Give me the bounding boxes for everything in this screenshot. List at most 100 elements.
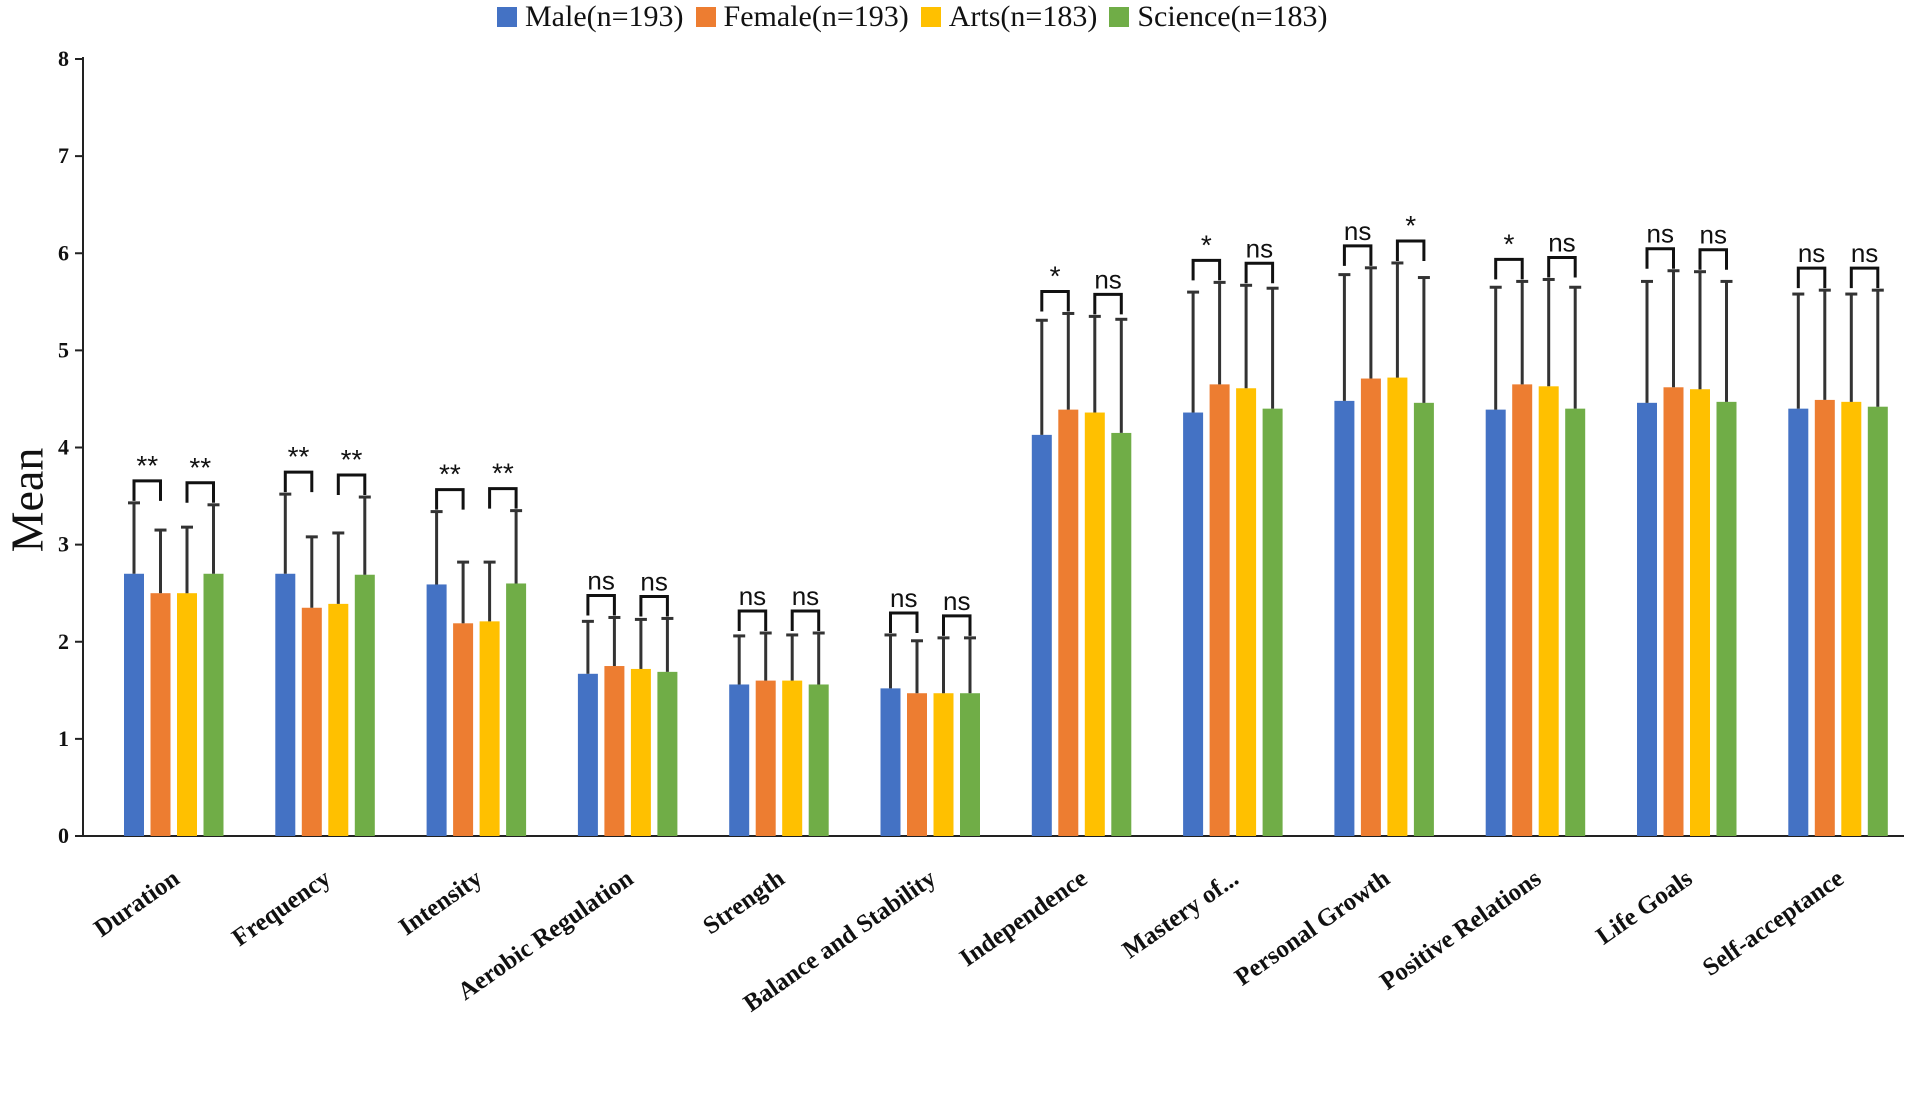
significance-bracket: [1395, 239, 1426, 261]
bar-arts-life-goals: [1690, 389, 1710, 836]
significance-bracket: [639, 594, 669, 617]
legend-swatch-male: [497, 7, 517, 27]
bar-science-intensity: [506, 583, 527, 836]
bar-science-frequency: [354, 574, 375, 836]
bar-arts-aerobic-regulation: [630, 668, 651, 836]
significance-bracket: [1191, 258, 1222, 281]
y-tick-label: 6: [58, 240, 69, 265]
significance-bracket: [1494, 257, 1524, 280]
legend: Male(n=193) Female(n=193) Arts(n=183) Sc…: [497, 0, 1328, 34]
bar-male-intensity: [426, 584, 447, 836]
significance-bracket: [889, 611, 919, 633]
significance-bracket: [283, 470, 314, 493]
bar-male-self-acceptance: [1788, 408, 1809, 836]
y-tick-label: 4: [58, 435, 69, 460]
significance-label: *: [1503, 228, 1514, 259]
significance-label: ns: [1647, 219, 1674, 249]
bar-female-life-goals: [1663, 387, 1684, 836]
bar-science-strength: [808, 684, 829, 836]
y-tick-label: 5: [58, 337, 69, 362]
bar-science-independence: [1111, 432, 1132, 836]
bar-male-balance-and-stability: [880, 688, 901, 836]
y-tick-label: 0: [58, 823, 69, 848]
bar-arts-balance-and-stability: [933, 693, 954, 836]
x-tick-label-intensity: Intensity: [394, 865, 487, 942]
legend-item-science[interactable]: Science(n=183): [1109, 0, 1328, 34]
significance-bracket: [336, 473, 367, 496]
significance-label: *: [1201, 229, 1212, 260]
x-tick-label-self-acceptance: Self-acceptance: [1698, 865, 1849, 982]
bar-female-intensity: [453, 623, 474, 836]
y-tick-label: 1: [58, 726, 69, 751]
legend-label-female: Female(n=193): [723, 0, 909, 33]
bar-female-strength: [755, 680, 776, 836]
significance-label: ns: [1548, 227, 1575, 257]
bar-male-frequency: [275, 573, 296, 836]
legend-item-female[interactable]: Female(n=193): [695, 0, 909, 34]
significance-label: **: [492, 458, 514, 489]
bar-male-strength: [729, 684, 750, 836]
x-tick-label-strength: Strength: [698, 865, 789, 940]
significance-label: **: [136, 450, 158, 481]
legend-item-male[interactable]: Male(n=193): [497, 0, 684, 34]
bar-female-independence: [1058, 409, 1079, 836]
bar-arts-frequency: [328, 603, 349, 836]
significance-label: ns: [792, 581, 819, 611]
significance-bracket: [1645, 247, 1675, 269]
y-tick-label: 8: [58, 46, 69, 71]
significance-bracket: [132, 479, 162, 501]
significance-label: ns: [739, 581, 766, 611]
bar-science-mastery-of: [1262, 408, 1283, 836]
y-tick-label: 7: [58, 143, 69, 168]
bar-arts-strength: [782, 680, 803, 836]
y-tick-label: 2: [58, 629, 69, 654]
bar-male-aerobic-regulation: [577, 673, 598, 836]
bar-male-positive-relations: [1485, 409, 1506, 836]
significance-label: *: [1050, 260, 1061, 291]
significance-label: ns: [890, 583, 917, 613]
bar-female-positive-relations: [1512, 384, 1533, 836]
significance-bracket: [1796, 266, 1827, 289]
bar-female-balance-and-stability: [907, 693, 927, 836]
significance-bracket: [1244, 261, 1275, 284]
bar-female-aerobic-regulation: [604, 666, 625, 836]
x-tick-label-life-goals: Life Goals: [1592, 865, 1698, 951]
bar-science-aerobic-regulation: [657, 671, 678, 836]
significance-label: ns: [640, 566, 667, 596]
x-tick-label-positive-relations: Positive Relations: [1375, 865, 1546, 996]
legend-swatch-female: [695, 7, 716, 27]
significance-label: **: [189, 452, 211, 483]
legend-label-science: Science(n=183): [1137, 0, 1328, 33]
significance-bracket: [1040, 289, 1070, 312]
bar-male-life-goals: [1637, 402, 1657, 836]
bar-female-mastery-of: [1209, 384, 1230, 836]
significance-bracket: [488, 487, 518, 509]
significance-label: ns: [1700, 220, 1727, 250]
significance-bracket: [185, 481, 215, 503]
x-tick-label-frequency: Frequency: [227, 865, 336, 952]
significance-bracket: [1849, 266, 1880, 289]
bar-science-positive-relations: [1565, 408, 1586, 836]
significance-label: ns: [1246, 233, 1273, 263]
significance-label: ns: [1094, 264, 1121, 294]
significance-bracket: [586, 593, 616, 616]
significance-label: *: [1405, 210, 1416, 241]
x-tick-label-personal-growth: Personal Growth: [1230, 865, 1395, 992]
x-tick-label-duration: Duration: [89, 865, 184, 943]
significance-label: ns: [587, 565, 614, 595]
significance-label: ns: [1344, 216, 1371, 246]
significance-bracket: [737, 609, 768, 632]
legend-swatch-arts: [920, 7, 941, 27]
bar-science-life-goals: [1716, 401, 1737, 836]
bar-male-duration: [124, 573, 144, 836]
bar-arts-self-acceptance: [1841, 401, 1862, 836]
significance-bracket: [1547, 255, 1577, 278]
significance-bracket: [1342, 244, 1373, 266]
bar-arts-independence: [1084, 412, 1105, 836]
legend-item-arts[interactable]: Arts(n=183): [920, 0, 1097, 34]
bar-science-balance-and-stability: [960, 693, 980, 836]
significance-label: **: [439, 459, 461, 490]
bar-arts-duration: [177, 593, 197, 836]
bar-science-self-acceptance: [1867, 406, 1888, 836]
